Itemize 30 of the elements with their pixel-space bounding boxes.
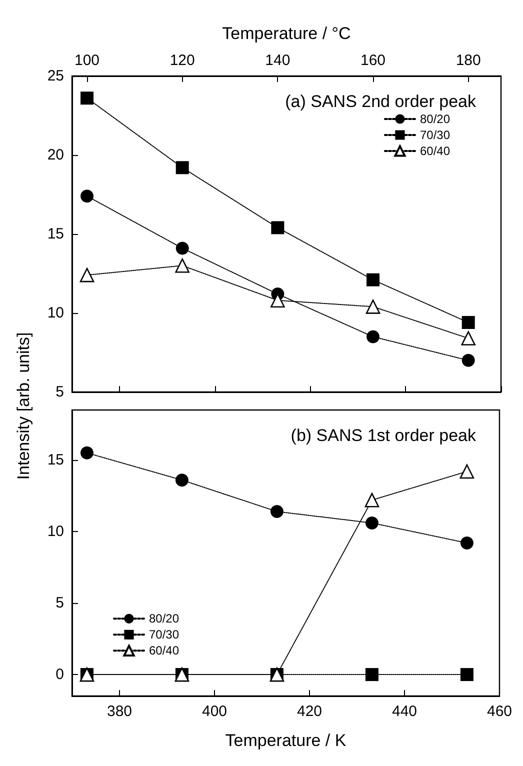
y-tick-label: 5: [56, 594, 64, 612]
text: (b) SANS 1st order peak: [290, 426, 476, 445]
x2-tick-label: 120: [170, 52, 195, 69]
legend-label: 70/30: [420, 128, 450, 142]
x-tick-label: 380: [106, 703, 132, 720]
x-tick-label: 460: [486, 703, 512, 720]
x-tick-label: 440: [392, 703, 418, 720]
x2-axis-title: Temperature / °C: [222, 24, 351, 43]
x-tick-label: 400: [202, 703, 228, 720]
y-tick-label: 20: [47, 146, 64, 164]
y-tick-label: 10: [47, 304, 64, 322]
y-tick-label: 25: [47, 68, 64, 84]
x2-tick-label: 140: [265, 52, 290, 69]
x-tick-label: 420: [296, 703, 322, 720]
x2-tick-label: 180: [456, 52, 481, 69]
y-tick-label: 10: [47, 523, 64, 540]
x-axis-title: Temperature / K: [225, 731, 347, 750]
y-tick-label: 15: [47, 226, 64, 242]
legend-label: 60/40: [420, 144, 450, 158]
y-axis-title: Intensity [arb. units]: [14, 332, 34, 480]
legend-label: 80/20: [420, 112, 450, 126]
legend-label: 80/20: [149, 612, 180, 626]
x2-tick-label: 100: [74, 52, 100, 69]
y-tick-label: 0: [56, 666, 64, 684]
legend-label: 60/40: [149, 644, 180, 658]
y-tick-label: 15: [47, 452, 64, 469]
legend-label: 70/30: [149, 628, 180, 642]
text: (a) SANS 2nd order peak: [285, 92, 476, 111]
x2-tick-label: 160: [360, 52, 386, 69]
y-tick-label: 5: [56, 384, 64, 400]
